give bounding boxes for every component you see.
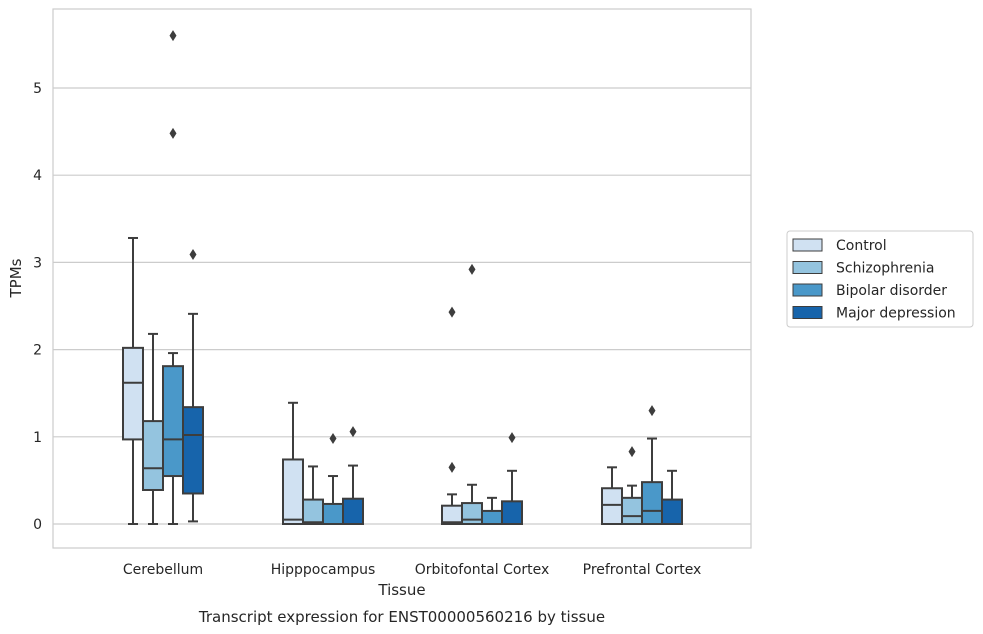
- y-tick-label: 0: [33, 517, 42, 533]
- chart-caption: Transcript expression for ENST0000056021…: [198, 608, 605, 626]
- box-iqr: [142, 420, 164, 491]
- x-axis-label: Tissue: [377, 581, 425, 599]
- legend-swatch: [792, 306, 823, 319]
- box-iqr: [122, 346, 144, 441]
- box-iqr: [182, 406, 204, 495]
- outlier-point: [468, 263, 476, 275]
- y-tick-label: 4: [33, 168, 42, 184]
- outlier-point: [169, 127, 177, 139]
- legend-label: Schizophrenia: [836, 261, 934, 277]
- legend-swatch: [792, 238, 823, 252]
- box-iqr: [601, 487, 623, 525]
- x-tick-label: Prefrontal Cortex: [583, 562, 702, 578]
- box-iqr: [322, 502, 344, 525]
- series-schizophrenia: [142, 263, 643, 526]
- y-axis-ticks: 0 1 2 3 4 5: [33, 81, 42, 533]
- legend-label: Bipolar disorder: [836, 283, 947, 299]
- legend: Control Schizophrenia Bipolar disorder Majo…: [786, 230, 974, 328]
- box-iqr: [621, 496, 643, 525]
- series-control: [122, 236, 623, 525]
- series-bipolar-disorder: [162, 30, 663, 526]
- y-tick-label: 1: [33, 430, 42, 446]
- box-iqr: [302, 498, 324, 526]
- box-iqr: [641, 481, 663, 526]
- outlier-point: [448, 461, 456, 473]
- legend-swatch: [792, 283, 823, 297]
- outlier-point: [329, 433, 337, 445]
- box-iqr: [461, 502, 483, 525]
- outlier-point: [628, 446, 636, 458]
- box-iqr: [441, 504, 463, 525]
- outlier-point: [448, 306, 456, 318]
- box-series: [122, 30, 683, 526]
- x-axis-ticks: Cerebellum Hipppocampus Orbitofontal Corte…: [123, 562, 701, 578]
- box-iqr: [501, 500, 523, 526]
- box-iqr: [481, 509, 503, 526]
- legend-frame: [786, 230, 974, 328]
- outlier-point: [349, 426, 357, 438]
- outlier-point: [648, 405, 656, 417]
- legend-label: Major depression: [836, 306, 956, 322]
- box-iqr: [342, 497, 364, 526]
- outlier-point: [189, 249, 197, 261]
- y-tick-label: 3: [33, 255, 42, 271]
- box-iqr: [282, 458, 304, 525]
- outlier-point: [508, 432, 516, 444]
- legend-label: Control: [836, 238, 887, 254]
- outlier-point: [169, 30, 177, 42]
- y-tick-label: 2: [33, 343, 42, 359]
- x-tick-label: Hipppocampus: [271, 562, 376, 578]
- y-axis-label: TPMs: [7, 258, 25, 298]
- y-tick-label: 5: [33, 81, 42, 97]
- x-tick-label: Cerebellum: [123, 562, 203, 578]
- box-iqr: [661, 498, 683, 526]
- box-iqr: [162, 365, 184, 478]
- series-major-depression: [182, 249, 683, 526]
- legend-swatch: [792, 261, 823, 274]
- x-tick-label: Orbitofontal Cortex: [415, 562, 550, 578]
